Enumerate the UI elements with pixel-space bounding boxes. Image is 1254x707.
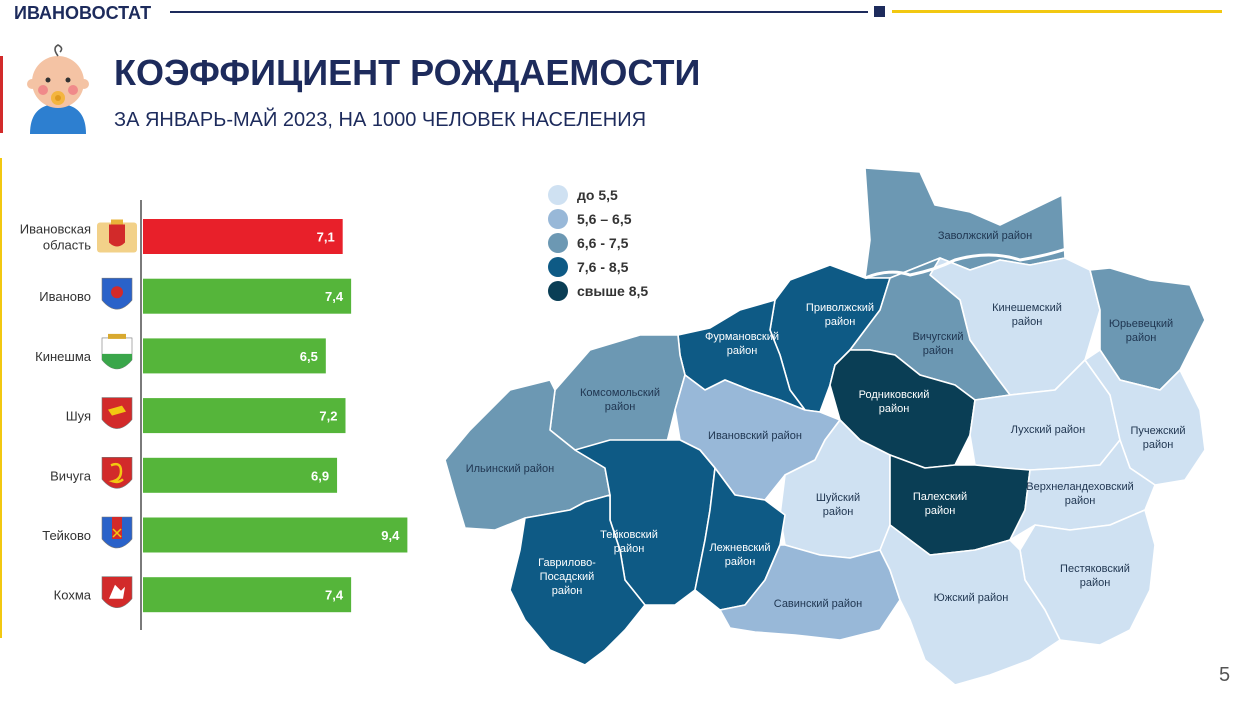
bar-value-label: 7,4: [325, 588, 344, 603]
bar-category-label: Кинешма: [35, 349, 92, 364]
legend-label: свыше 8,5: [577, 283, 649, 299]
bar-value-label: 6,9: [311, 468, 329, 483]
legend-swatch: [548, 281, 568, 301]
kineshma-emblem-icon: [101, 333, 133, 370]
map-region-label: Фурмановский район: [705, 331, 779, 357]
map-region-label: Пучежский район: [1130, 425, 1185, 451]
map-region: [509, 494, 646, 666]
legend-label: 5,6 – 6,5: [577, 211, 632, 227]
map-region-label: Приволжский район: [806, 302, 874, 328]
chart-accent-bar: [0, 158, 2, 638]
legend-swatch: [548, 209, 568, 229]
map-region-label: Южский район: [934, 592, 1009, 604]
map-region-label: Ивановский район: [708, 430, 802, 442]
map-legend: до 5,5 5,6 – 6,5 6,6 - 7,5 7,6 - 8,5 свы…: [548, 183, 648, 303]
map-region-label: Родниковский район: [859, 389, 930, 415]
teikovo-emblem-icon: [101, 516, 133, 549]
title-accent-bar: [0, 56, 3, 133]
legend-swatch: [548, 233, 568, 253]
kokhma-emblem-icon: [101, 576, 133, 608]
map-region-label: Комсомольский район: [580, 387, 660, 413]
map-region-label: Пестяковский район: [1060, 563, 1130, 589]
bar-category-label: Шуя: [66, 409, 91, 424]
bar-category-label: Вичуга: [50, 468, 92, 483]
page-number: 5: [1219, 664, 1231, 686]
map-region-label: Кинешемский район: [992, 302, 1062, 328]
map-region-label: Савинский район: [774, 598, 862, 610]
shuya-emblem-icon: [101, 397, 133, 429]
bar: [143, 219, 343, 254]
baby-icon: [27, 44, 89, 134]
bar: [143, 398, 346, 434]
legend-item: свыше 8,5: [548, 279, 648, 303]
bar-category-label: Кохма: [54, 588, 92, 603]
bar-value-label: 7,2: [319, 409, 337, 424]
page-title: КОЭФФИЦИЕНТ РОЖДАЕМОСТИ: [114, 52, 701, 93]
header-accent-line: [892, 10, 1222, 13]
bar-category-label: Ивановская область: [20, 222, 91, 253]
map-region-label: Палехский район: [913, 491, 967, 517]
birth-rate-bar-chart: 7,1 Ивановская область 7,4 Иваново 6,5 Кинешма…: [20, 200, 408, 630]
bar-value-label: 7,1: [317, 230, 335, 245]
header-divider-line: [170, 11, 868, 13]
bar: [143, 577, 352, 613]
legend-label: 7,6 - 8,5: [577, 259, 629, 275]
vichuga-emblem-icon: [101, 457, 133, 489]
map-region-label: Лежневский район: [709, 542, 770, 568]
map-region-label: Шуйский район: [816, 492, 860, 518]
map-region-label: Ильинский район: [466, 463, 555, 475]
map-region-label: Гаврилово-Посадский район: [538, 557, 596, 597]
bar-value-label: 7,4: [325, 289, 344, 304]
bar: [143, 338, 326, 374]
legend-swatch: [548, 185, 568, 205]
legend-swatch: [548, 257, 568, 277]
map-region-label: Тейковский район: [600, 529, 658, 555]
map-region-label: Заволжский район: [938, 230, 1032, 242]
map-region-label: Юрьевецкий район: [1109, 318, 1173, 344]
map-region-label: Верхнеландеховский район: [1026, 481, 1134, 507]
district-choropleth-map: .rg { stroke:#ffffff; stroke-width:1.6; …: [444, 167, 1212, 686]
header-divider-square: [874, 6, 885, 17]
ivanovo-emblem-icon: [101, 277, 133, 310]
legend-label: до 5,5: [577, 187, 618, 203]
map-region-label: Лухский район: [1011, 424, 1085, 436]
legend-item: 5,6 – 6,5: [548, 207, 648, 231]
legend-label: 6,6 - 7,5: [577, 235, 629, 251]
legend-item: до 5,5: [548, 183, 648, 207]
bar: [143, 517, 408, 553]
bar-category-label: Тейково: [42, 528, 91, 543]
map-region-label: Вичугский район: [912, 331, 963, 357]
bar-value-label: 6,5: [300, 349, 318, 364]
bar: [143, 278, 352, 314]
legend-item: 6,6 - 7,5: [548, 231, 648, 255]
map-region: [879, 524, 1061, 686]
bar-value-label: 9,4: [381, 528, 400, 543]
brand-logo-text: ИВАНОВОСТАТ: [14, 3, 152, 23]
bar-category-label: Иваново: [39, 289, 91, 304]
map-region: [864, 167, 1066, 279]
bar: [143, 457, 338, 493]
page-subtitle: ЗА ЯНВАРЬ-МАЙ 2023, НА 1000 ЧЕЛОВЕК НАСЕ…: [114, 109, 647, 131]
legend-item: 7,6 - 8,5: [548, 255, 648, 279]
ivanovo-oblast-emblem-icon: [97, 219, 137, 253]
volga-river: [864, 242, 1212, 451]
